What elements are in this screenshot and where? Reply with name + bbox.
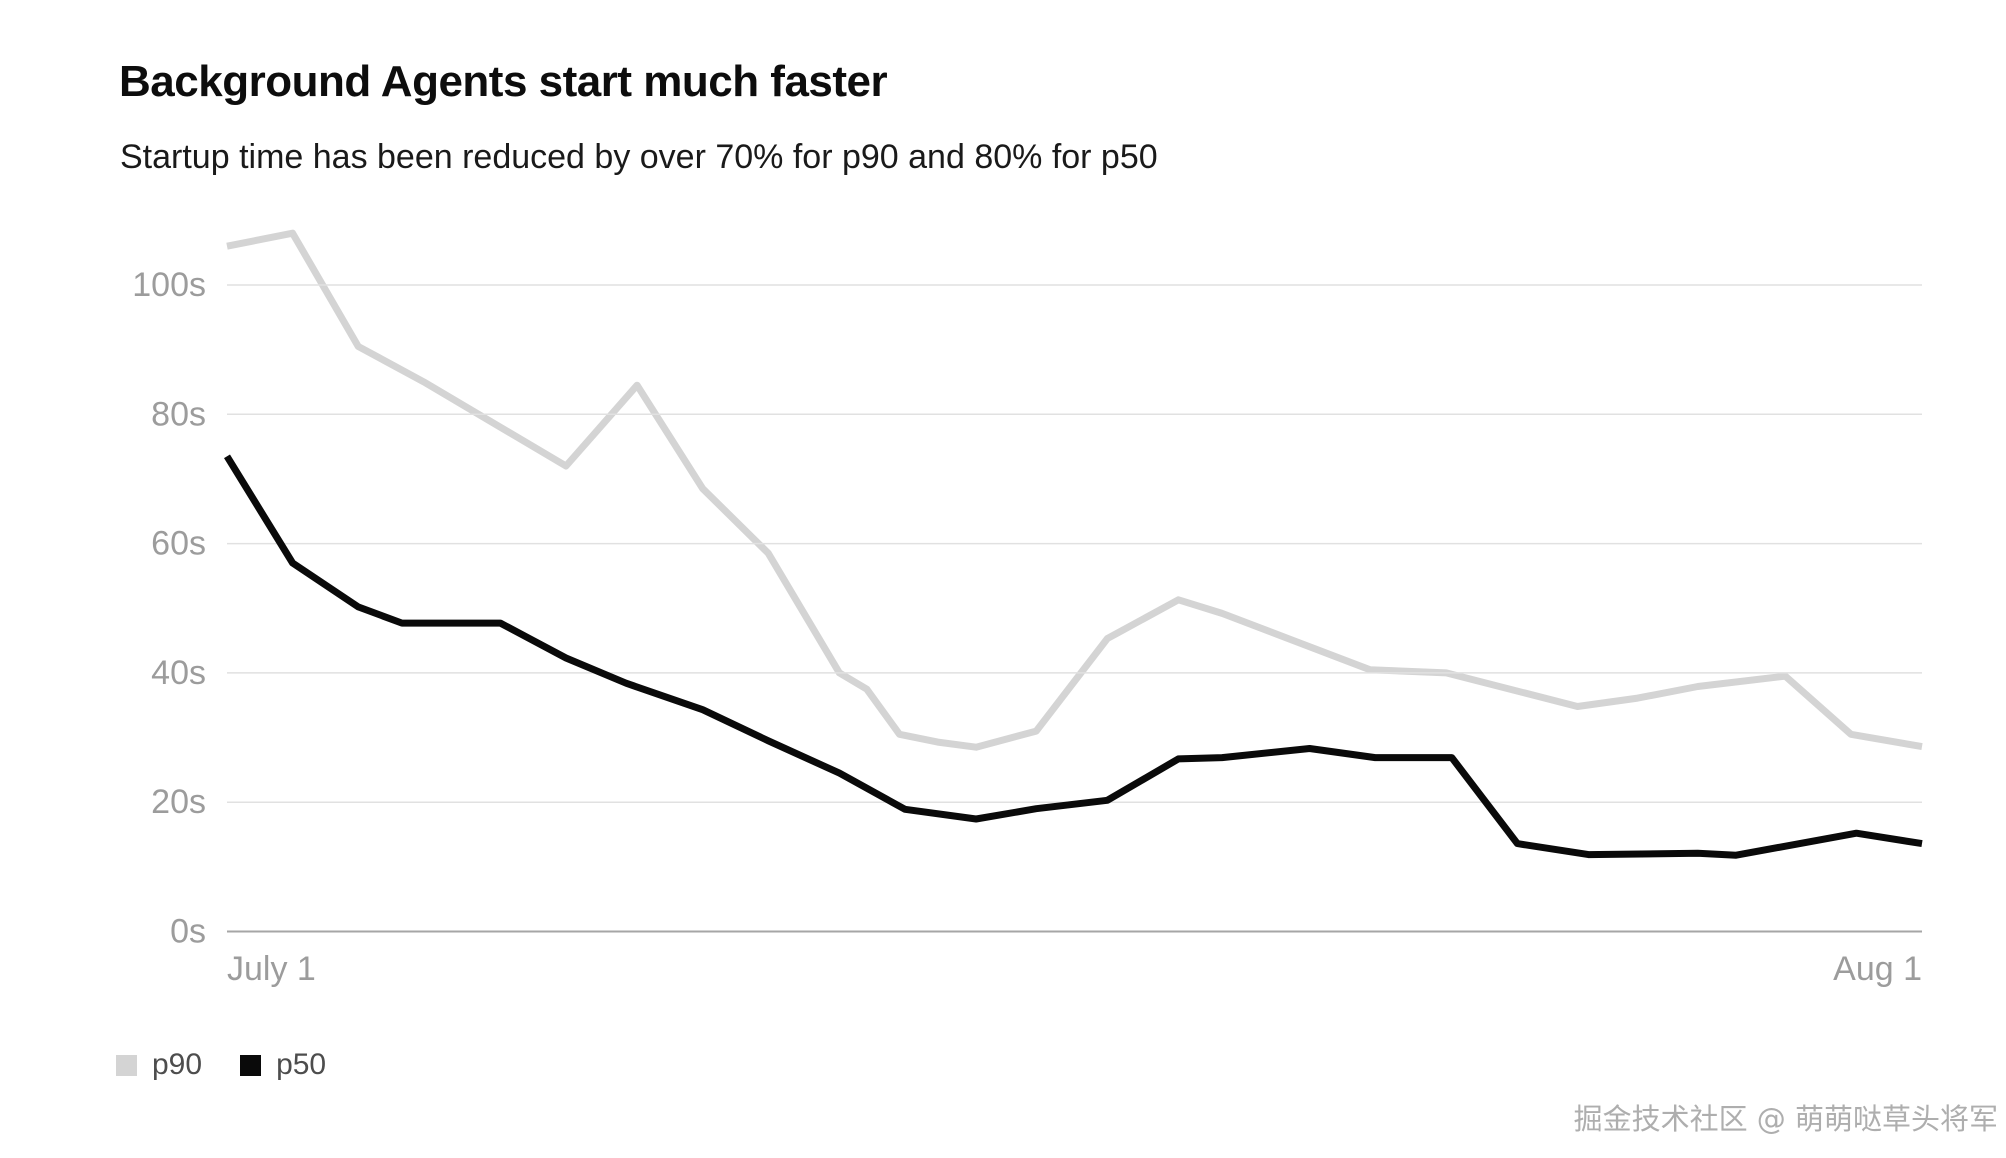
legend-item-p90: p90 bbox=[116, 1050, 202, 1080]
x-tick-label-aug1: Aug 1 bbox=[1833, 950, 1922, 988]
y-tick-label: 100s bbox=[132, 266, 206, 304]
x-tick-label-july1: July 1 bbox=[227, 950, 316, 988]
y-tick-label: 40s bbox=[151, 654, 206, 692]
legend-swatch-p50 bbox=[240, 1054, 262, 1076]
chart-title: Background Agents start much faster bbox=[119, 57, 888, 106]
legend-label-p50: p50 bbox=[276, 1048, 327, 1081]
p90-line bbox=[226, 229, 1923, 751]
y-tick-label: 60s bbox=[151, 525, 206, 563]
chart-legend: p90 p50 bbox=[116, 1050, 326, 1080]
watermark: 掘金技术社区 @ 萌萌哒草头将军 bbox=[1573, 1102, 1998, 1136]
legend-swatch-p90 bbox=[116, 1054, 137, 1076]
legend-item-p50: p50 bbox=[240, 1050, 326, 1080]
legend-label-p90: p90 bbox=[152, 1048, 203, 1081]
chart-subtitle: Startup time has been reduced by over 70… bbox=[120, 138, 1158, 176]
y-tick-label: 80s bbox=[151, 395, 206, 433]
y-tick-label: 20s bbox=[151, 783, 206, 821]
p50-line bbox=[224, 454, 1923, 859]
y-tick-label: 0s bbox=[170, 913, 206, 951]
